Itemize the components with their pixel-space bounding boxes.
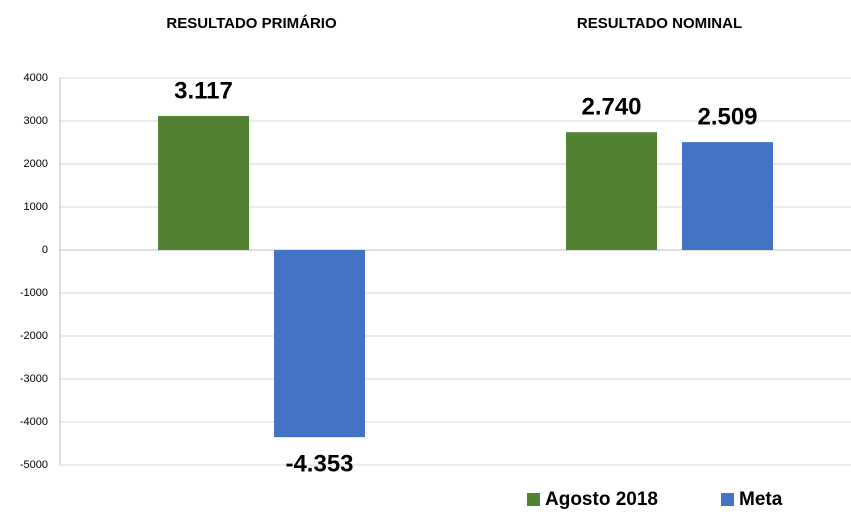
category-label: RESULTADO PRIMÁRIO: [166, 15, 337, 32]
y-tick-label: -3000: [20, 373, 48, 385]
bar: [566, 132, 657, 250]
y-tick-label: -1000: [20, 287, 48, 299]
value-label: 2.509: [697, 103, 757, 130]
legend-swatch: [527, 493, 540, 506]
legend-swatch: [721, 493, 734, 506]
y-tick-label: -5000: [20, 459, 48, 471]
category-label: RESULTADO NOMINAL: [577, 15, 742, 32]
value-label: 3.117: [174, 77, 233, 104]
bar: [682, 142, 773, 250]
y-tick-label: -2000: [20, 330, 48, 342]
legend-label: Agosto 2018: [545, 489, 658, 510]
bar: [274, 250, 365, 438]
value-label: -4.353: [285, 451, 353, 478]
y-tick-label: 2000: [24, 158, 48, 170]
y-tick-label: 3000: [24, 115, 48, 127]
y-tick-label: 1000: [24, 201, 48, 213]
legend-label: Meta: [739, 489, 783, 510]
y-tick-label: 0: [42, 244, 48, 256]
y-tick-label: -4000: [20, 416, 48, 428]
y-tick-label: 4000: [24, 72, 48, 84]
value-label: 2.740: [581, 94, 641, 121]
bar: [158, 115, 249, 251]
